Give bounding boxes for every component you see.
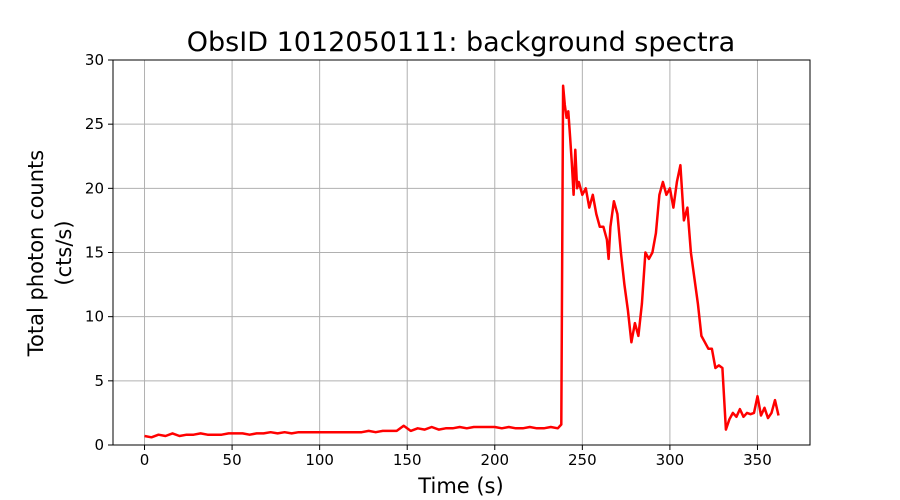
- x-tick-label: 100: [305, 451, 334, 469]
- x-ticks: 0 50 100 150 200 250 300 350: [140, 445, 772, 469]
- series-line: [144, 84, 780, 439]
- x-tick-label: 0: [140, 451, 150, 469]
- x-tick-label: 200: [480, 451, 509, 469]
- x-tick-label: 300: [656, 451, 685, 469]
- y-tick-label: 25: [85, 115, 104, 133]
- chart-title: ObsID 1012050111: background spectra: [187, 27, 735, 58]
- x-tick-label: 350: [743, 451, 772, 469]
- series-layer: [144, 84, 780, 439]
- x-tick-label: 250: [568, 451, 597, 469]
- y-tick-label: 0: [94, 436, 104, 454]
- y-tick-label: 5: [94, 372, 104, 390]
- x-axis-label: Time (s): [417, 474, 503, 498]
- y-ticks: 0 5 10 15 20 25 30: [85, 51, 113, 454]
- y-tick-label: 15: [85, 244, 104, 262]
- grid: [113, 59, 810, 446]
- x-tick-label: 150: [393, 451, 422, 469]
- x-tick-label: 50: [223, 451, 242, 469]
- y-axis-label-line-2: (cts/s): [52, 220, 76, 285]
- y-tick-label: 10: [85, 308, 104, 326]
- y-tick-label: 20: [85, 179, 104, 197]
- y-axis-label-line-1: Total photon counts: [24, 150, 48, 357]
- y-tick-label: 30: [85, 51, 104, 69]
